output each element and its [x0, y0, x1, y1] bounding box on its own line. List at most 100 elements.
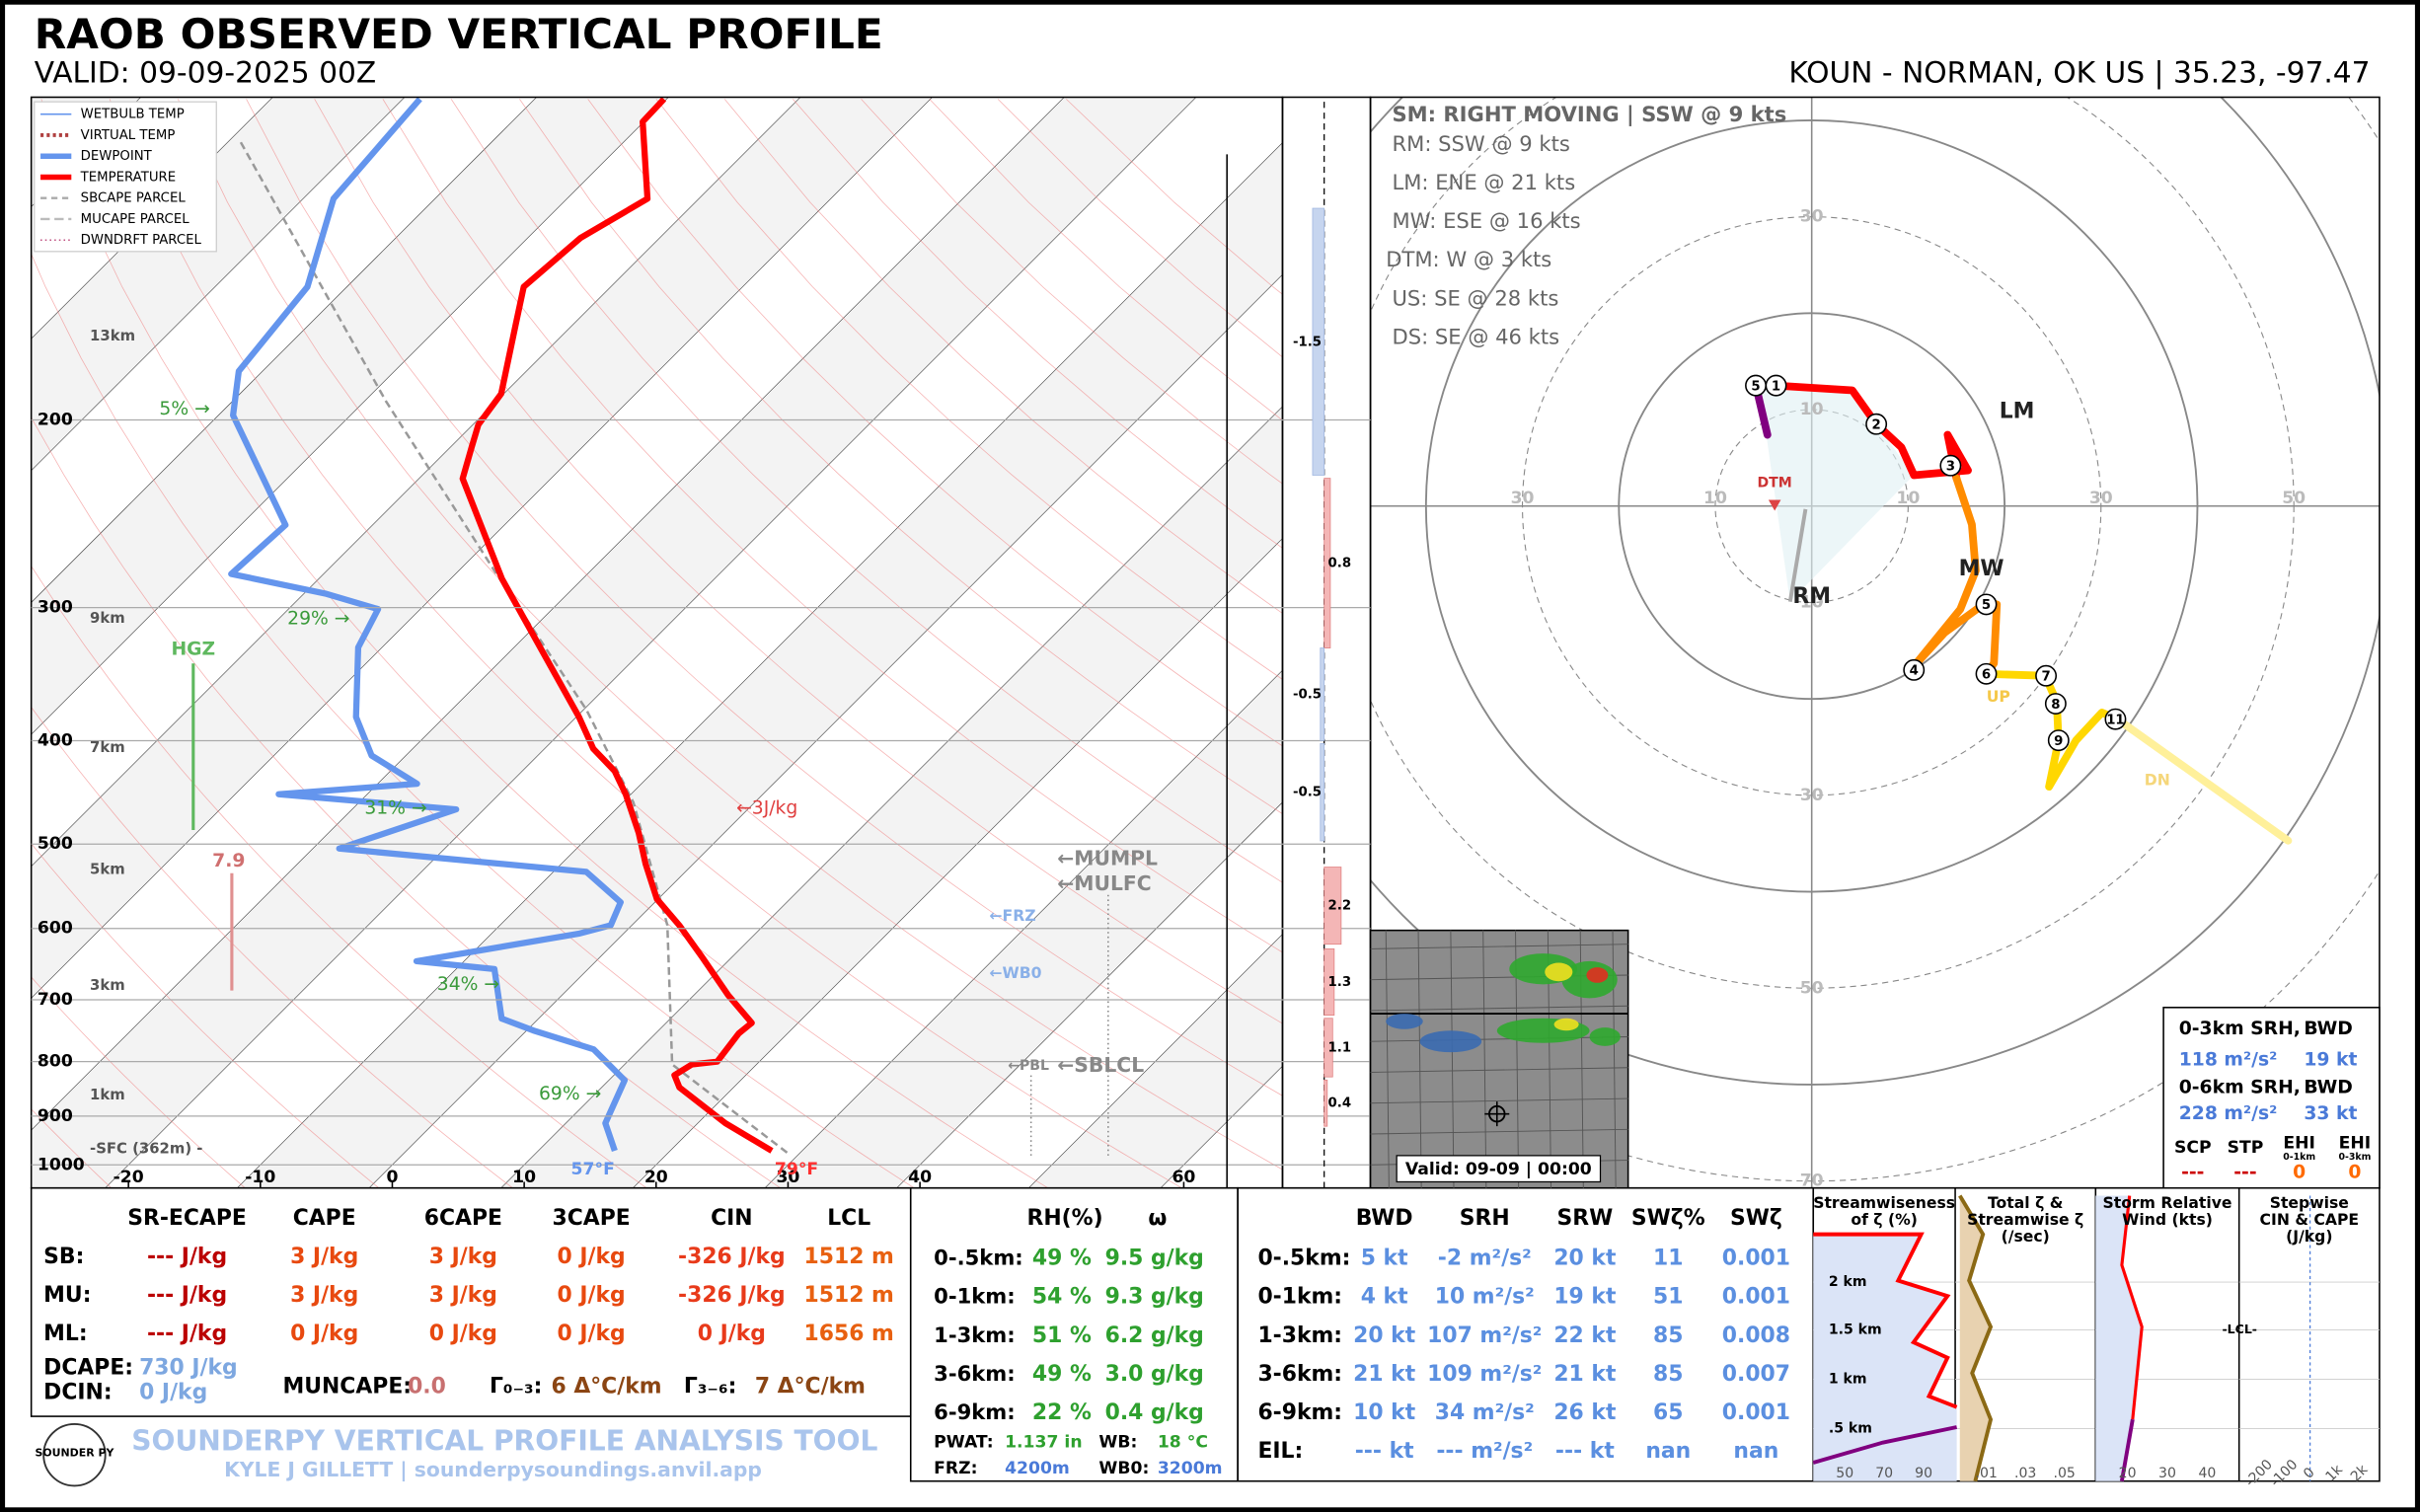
height-marker-label: 2 [1872, 417, 1881, 432]
advection-label: -0.5 [1293, 786, 1322, 800]
lapse-rate-label: 7.9 [212, 851, 245, 871]
extra-label: Γ₀₋₃: [490, 1374, 542, 1399]
pressure-tick-label: 600 [38, 919, 73, 939]
legend-label: DWNDRFT PARCEL [81, 233, 202, 248]
legend-label: WETBULB TEMP [81, 108, 185, 122]
extra-value: 0 J/kg [139, 1381, 207, 1405]
dry-adiabat [31, 1108, 113, 1188]
storm-motion-text: SM: RIGHT MOVING | SSW @ 9 kts [1392, 102, 1786, 127]
table-cell: 0.001 [1722, 1247, 1790, 1271]
advection-bar [1323, 478, 1331, 648]
cape-label: ←3J/kg [736, 798, 797, 819]
height-marker [2104, 708, 2127, 730]
table-cell: --- kt [1355, 1439, 1414, 1464]
advection-bar [1323, 867, 1342, 945]
panel-tick: 30 [2158, 1466, 2176, 1481]
panel-tick: 40 [2198, 1466, 2216, 1481]
vector-label: DN [2145, 771, 2170, 790]
row-label: 6-9km: [934, 1399, 1016, 1424]
advection-label: 2.2 [1328, 899, 1352, 914]
srw-low [2119, 1418, 2135, 1482]
isotherm-band [31, 97, 1196, 1188]
isotherm [368, 273, 1283, 1188]
height-label: 3km [90, 976, 125, 994]
ring-label: 70 [1800, 1172, 1824, 1191]
rh-label: 34% → [437, 974, 499, 995]
temperature-tick-label: -20 [113, 1168, 144, 1187]
dtm-marker [1768, 499, 1781, 511]
advection-label: 0.8 [1328, 557, 1352, 571]
hodo-trace [1771, 381, 1972, 483]
table-cell: 0 J/kg [429, 1322, 497, 1346]
ring-label: 30 [2089, 489, 2113, 508]
table-cell: 51 % [1032, 1323, 1092, 1348]
ring-label: 10 [1703, 489, 1727, 508]
srh-text: BWD [2304, 1019, 2353, 1039]
radar-echo [1586, 967, 1609, 983]
temperature-tick-label: 30 [776, 1168, 799, 1187]
height-marker [1903, 658, 1926, 681]
isotherm [500, 406, 1283, 1188]
table-cell: 20 kt [1353, 1323, 1415, 1348]
sfc-temperature-label: 79°F [775, 1160, 818, 1179]
index-name: EHI [2339, 1133, 2372, 1153]
table-cell: nan [1645, 1439, 1691, 1464]
panel-title: Streamwise ζ [1967, 1210, 2083, 1229]
table-cell: nan [1733, 1439, 1778, 1464]
row-label: 1-3km: [1257, 1323, 1342, 1348]
vector-label: DTM [1758, 475, 1792, 491]
height-label: 1km [90, 1086, 125, 1103]
panel-title: (/sec) [2002, 1227, 2050, 1246]
parcel-trace [237, 138, 789, 1154]
height-marker [2035, 664, 2058, 687]
radar-county-line [1370, 1067, 1628, 1073]
height-label: 9km [90, 609, 125, 627]
storm-motion-text: DTM: W @ 3 kts [1386, 247, 1551, 271]
dry-adiabat [519, 99, 1283, 815]
table-cell: --- J/kg [147, 1322, 227, 1346]
ring-label: 10 [1800, 592, 1824, 612]
storm-motion-text: LM: ENE @ 21 kts [1392, 170, 1575, 194]
table-cell: 19 kt [1553, 1285, 1616, 1310]
height-marker-label: 9 [2054, 734, 2063, 749]
frz-label: ←FRZ [989, 906, 1035, 925]
footer-title: SOUNDERPY VERTICAL PROFILE ANALYSIS TOOL [131, 1425, 877, 1458]
storm-motion-text: RM: SSW @ 9 kts [1392, 131, 1569, 156]
panel-title: CIN & CAPE [2260, 1210, 2360, 1229]
srh-text: BWD [2304, 1078, 2353, 1098]
rh-label: 31% → [364, 798, 426, 819]
table-cell: 3 J/kg [429, 1283, 497, 1308]
extra-label: MUNCAPE: [282, 1374, 412, 1399]
skewt-layer [31, 97, 1283, 1188]
height-marker-label: 8 [2051, 698, 2060, 713]
radar-echo [1386, 1014, 1423, 1029]
logo [42, 1422, 107, 1487]
pressure-tick-label: 1000 [38, 1155, 85, 1174]
footer-credit: KYLE J GILLETT | sounderpysoundings.anvi… [224, 1458, 762, 1482]
radar-echo [1419, 1030, 1482, 1053]
ring-label: 30 [1511, 489, 1535, 508]
radar-county-line [1370, 1036, 1628, 1042]
advection-label: -0.5 [1293, 687, 1322, 702]
extra-cell: 18 °C [1158, 1433, 1208, 1453]
title: RAOB OBSERVED VERTICAL PROFILE [35, 10, 883, 58]
srw-line [2120, 1195, 2144, 1420]
table-cell: 107 m²/s² [1427, 1323, 1542, 1348]
srh-text: 33 kt [2304, 1103, 2357, 1124]
advection-bar [1323, 1018, 1333, 1078]
table-cell: 34 m²/s² [1435, 1400, 1535, 1425]
table-cell: 1512 m [804, 1283, 894, 1308]
pressure-tick-label: 400 [38, 731, 73, 751]
table-cell: 21 kt [1553, 1362, 1616, 1387]
storm-motion-text: US: SE @ 28 kts [1392, 285, 1558, 310]
panel-title: Stepwise [2270, 1193, 2349, 1212]
legend-label: MUCAPE PARCEL [81, 212, 190, 227]
panel-tick: .01 [1975, 1466, 1997, 1481]
advection-label: 0.4 [1328, 1096, 1352, 1111]
row-label: 0-1km: [1257, 1285, 1342, 1310]
streamwise-low [1812, 1425, 1958, 1465]
table-cell: 3 J/kg [290, 1245, 358, 1269]
table-cell: 0.008 [1722, 1323, 1790, 1348]
height-marker [2044, 693, 2067, 715]
